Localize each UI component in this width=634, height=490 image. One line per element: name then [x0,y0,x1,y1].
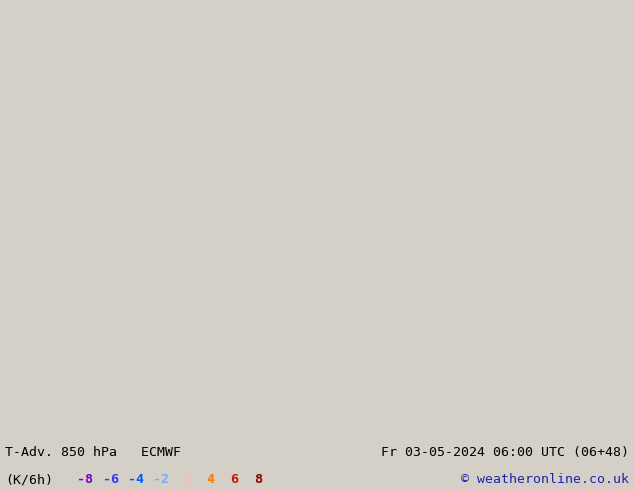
Text: (K/6h): (K/6h) [5,473,53,486]
Text: T-Adv. 850 hPa   ECMWF: T-Adv. 850 hPa ECMWF [5,446,181,459]
Text: 2: 2 [182,473,190,486]
Text: -6: -6 [103,473,119,486]
Text: 6: 6 [230,473,238,486]
Text: -8: -8 [77,473,93,486]
Text: © weatheronline.co.uk: © weatheronline.co.uk [461,473,629,486]
Text: Fr 03-05-2024 06:00 UTC (06+48): Fr 03-05-2024 06:00 UTC (06+48) [381,446,629,459]
Text: -4: -4 [128,473,144,486]
Text: -2: -2 [153,473,169,486]
Text: 8: 8 [254,473,262,486]
Text: 4: 4 [206,473,214,486]
